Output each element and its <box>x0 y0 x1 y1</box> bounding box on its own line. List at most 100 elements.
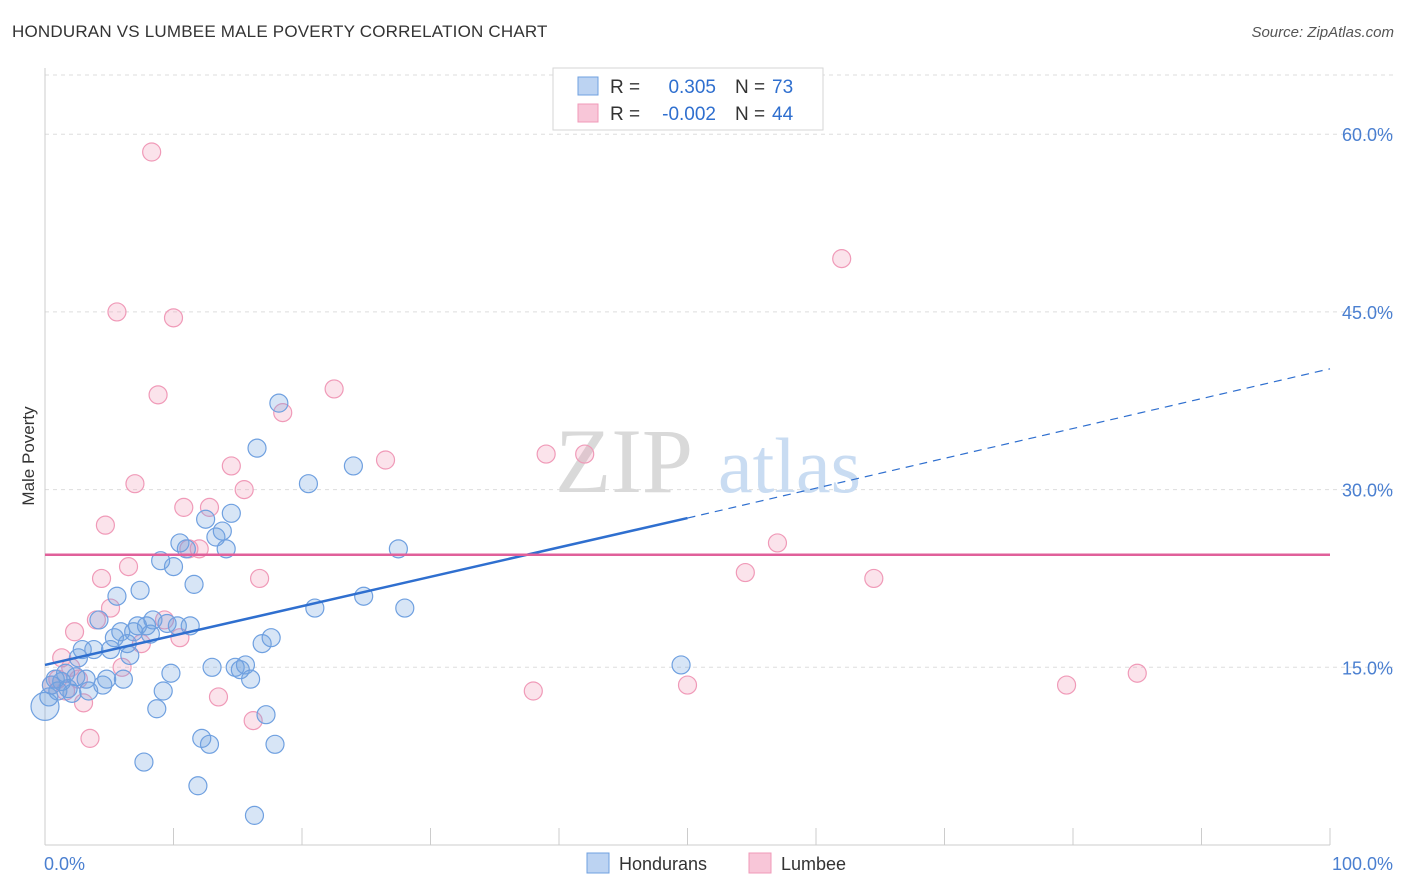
point-hondurans <box>212 521 232 541</box>
y-tick-labels: 15.0% 30.0% 45.0% 60.0% <box>1342 125 1393 678</box>
point-hondurans <box>395 598 415 618</box>
point-hondurans <box>388 539 408 559</box>
series-hondurans-points <box>30 393 691 825</box>
trend-hondurans-solid <box>44 516 688 667</box>
stats-r-value-2: -0.002 <box>662 104 716 125</box>
stats-r-value-1: 0.305 <box>668 77 716 98</box>
stats-n-label-1: N = <box>735 77 765 98</box>
point-hondurans <box>161 663 181 683</box>
point-hondurans <box>147 699 167 719</box>
point-lumbee <box>80 728 100 748</box>
point-lumbee <box>324 379 344 399</box>
point-lumbee <box>523 681 543 701</box>
point-hondurans <box>188 776 208 796</box>
point-hondurans <box>235 655 256 675</box>
point-hondurans <box>256 705 276 725</box>
legend-label-lumbee: Lumbee <box>781 854 846 874</box>
x-tick-labels: 0.0% 100.0% <box>44 854 1393 874</box>
point-hondurans <box>221 503 241 523</box>
point-hondurans <box>269 393 289 413</box>
point-lumbee <box>199 497 220 517</box>
point-lumbee <box>536 444 556 464</box>
point-lumbee <box>1056 675 1077 695</box>
point-hondurans <box>97 669 117 689</box>
point-hondurans <box>199 734 220 754</box>
point-hondurans <box>134 752 154 772</box>
point-lumbee <box>95 515 115 535</box>
stats-r-label-2: R = <box>610 104 640 125</box>
point-lumbee <box>142 142 162 162</box>
grid-lines <box>45 74 1395 668</box>
point-lumbee <box>148 385 168 405</box>
point-hondurans <box>216 539 236 559</box>
watermark: ZIP atlas <box>555 410 861 512</box>
point-lumbee <box>375 450 396 470</box>
stats-r-label-1: R = <box>610 77 640 98</box>
point-hondurans <box>113 669 133 689</box>
legend-label-hondurans: Hondurans <box>619 854 707 874</box>
point-hondurans <box>89 610 109 630</box>
y-axis-title: Male Poverty <box>19 406 38 506</box>
point-lumbee <box>64 622 85 642</box>
point-hondurans <box>241 669 261 689</box>
point-hondurans <box>265 734 285 754</box>
point-hondurans <box>196 509 216 529</box>
point-hondurans <box>244 805 265 825</box>
stats-legend: R = 0.305 N = 73 R = -0.002 N = 44 <box>552 67 824 131</box>
legend-swatch-hondurans <box>586 852 610 874</box>
stats-swatch-lumbee <box>577 103 599 123</box>
point-lumbee <box>1127 663 1147 683</box>
point-hondurans <box>153 681 173 701</box>
point-hondurans <box>107 586 127 606</box>
point-lumbee <box>735 562 755 583</box>
point-hondurans <box>261 628 281 648</box>
point-lumbee <box>118 557 139 577</box>
point-lumbee <box>125 474 145 494</box>
y-tick-label: 15.0% <box>1342 658 1393 678</box>
stats-swatch-hondurans <box>577 76 599 96</box>
point-lumbee <box>100 598 121 618</box>
point-hondurans <box>192 728 212 748</box>
point-hondurans <box>120 645 140 666</box>
point-lumbee <box>91 568 112 589</box>
point-lumbee <box>767 533 788 553</box>
chart-title: HONDURAN VS LUMBEE MALE POVERTY CORRELAT… <box>12 22 548 41</box>
stats-n-label-2: N = <box>735 104 765 125</box>
point-hondurans <box>184 574 204 594</box>
stats-n-value-2: 44 <box>772 104 794 125</box>
x-tick-label: 100.0% <box>1332 854 1393 874</box>
point-lumbee <box>221 456 241 476</box>
point-lumbee <box>575 444 595 464</box>
point-hondurans <box>72 639 92 660</box>
point-lumbee <box>677 675 698 695</box>
series-legend: Hondurans Lumbee <box>586 852 846 874</box>
point-hondurans <box>247 438 267 458</box>
point-lumbee <box>107 302 127 322</box>
point-hondurans <box>143 610 163 630</box>
point-lumbee <box>208 687 229 707</box>
point-hondurans <box>62 683 82 703</box>
axes <box>44 68 1331 846</box>
point-lumbee <box>273 403 293 423</box>
point-hondurans <box>55 663 76 683</box>
y-tick-label: 45.0% <box>1342 303 1393 323</box>
point-hondurans <box>30 691 60 722</box>
point-lumbee <box>174 497 194 517</box>
trend-lines <box>44 368 1331 667</box>
y-tick-label: 30.0% <box>1342 481 1393 501</box>
point-hondurans <box>671 655 691 675</box>
point-hondurans <box>130 580 150 600</box>
point-lumbee <box>249 568 270 589</box>
chart-source: Source: ZipAtlas.com <box>1251 24 1394 41</box>
legend-swatch-lumbee <box>748 852 772 874</box>
x-tick-label: 0.0% <box>44 854 85 874</box>
y-tick-label: 60.0% <box>1342 125 1393 145</box>
point-hondurans <box>76 669 96 689</box>
point-lumbee <box>163 308 184 328</box>
watermark-atlas: atlas <box>718 422 861 509</box>
point-hondurans <box>163 557 184 577</box>
watermark-zip: ZIP <box>555 410 693 512</box>
stats-n-value-1: 73 <box>772 77 793 98</box>
point-hondurans <box>298 474 319 494</box>
